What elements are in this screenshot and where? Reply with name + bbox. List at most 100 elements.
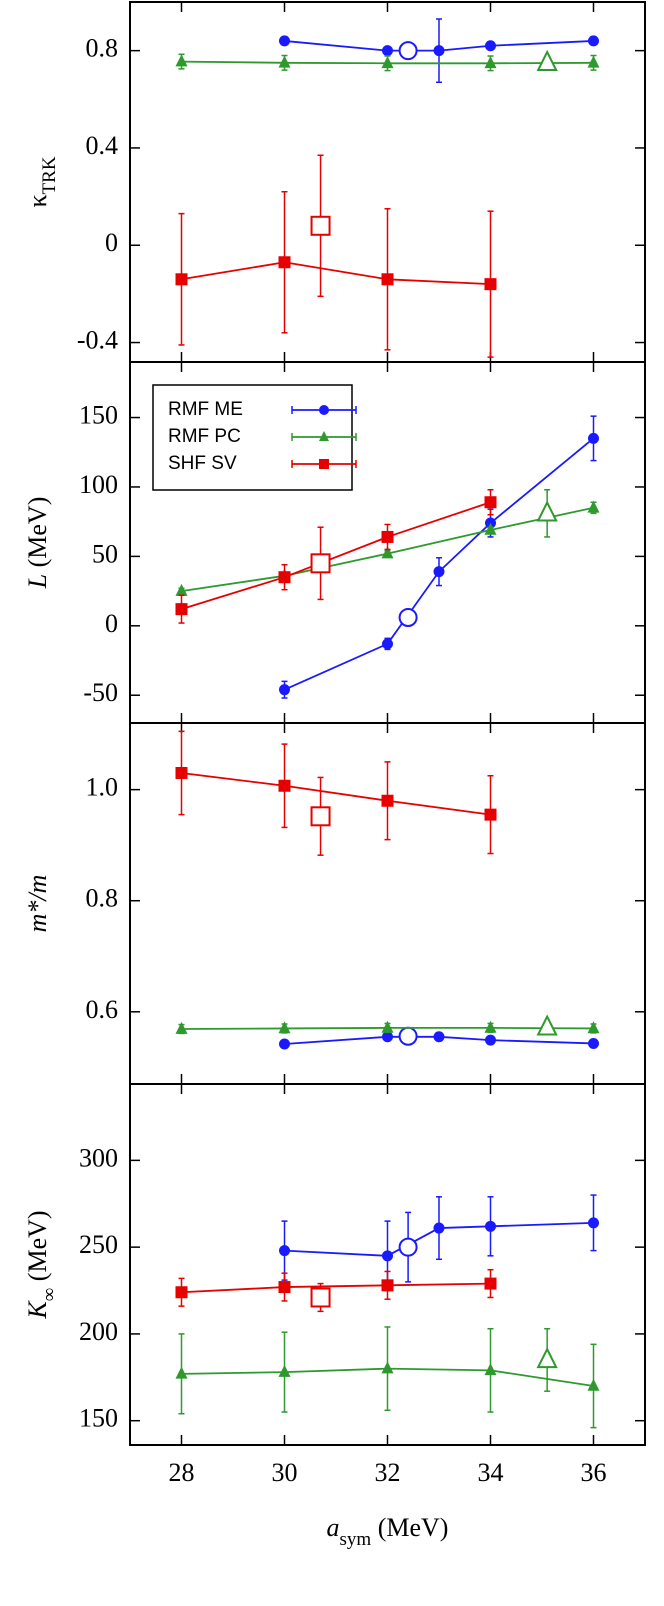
point xyxy=(381,273,394,286)
axis-label: m*/m xyxy=(23,875,52,933)
series-line xyxy=(181,772,491,816)
point xyxy=(175,766,188,779)
point xyxy=(310,553,331,574)
label-part: TRK xyxy=(39,156,60,194)
point xyxy=(381,56,394,69)
label-part: (MeV) xyxy=(23,497,52,574)
point xyxy=(484,522,497,535)
series-line xyxy=(181,501,491,611)
y-tick-label: 0.8 xyxy=(86,34,119,63)
y-tick-label: 150 xyxy=(79,1404,118,1433)
y-tick-label: 0 xyxy=(105,609,118,638)
point xyxy=(484,808,497,821)
label-part: K xyxy=(23,1300,52,1320)
point xyxy=(175,273,188,286)
point xyxy=(587,55,600,68)
point xyxy=(381,530,394,543)
point xyxy=(279,35,290,47)
label-part: m*/m xyxy=(23,875,52,933)
point xyxy=(319,459,329,469)
point xyxy=(278,1021,291,1034)
y-tick-label: -50 xyxy=(83,678,118,707)
axis-label: L (MeV) xyxy=(23,497,52,590)
label-part: (MeV) xyxy=(23,1210,52,1287)
point xyxy=(278,1281,291,1294)
point xyxy=(398,1237,418,1257)
label-part: L xyxy=(23,574,52,589)
point xyxy=(319,431,329,441)
point xyxy=(279,1245,290,1257)
point xyxy=(319,405,329,415)
y-tick-label: 150 xyxy=(79,401,118,430)
point xyxy=(588,1037,599,1049)
label-part: κ xyxy=(23,194,52,207)
axis-label: K∞ (MeV) xyxy=(23,1210,60,1319)
panel: -50 0 50 100 150 L (MeV) RMF ME RMF PC SHF SV xyxy=(23,361,646,724)
point xyxy=(484,1020,497,1033)
point xyxy=(587,1378,600,1391)
point xyxy=(485,40,496,52)
point xyxy=(175,1286,188,1299)
y-tick-label: 1.0 xyxy=(86,773,119,802)
legend-label: SHF SV xyxy=(168,453,237,474)
point xyxy=(175,54,188,67)
point xyxy=(382,1031,393,1043)
point xyxy=(433,1031,445,1043)
point xyxy=(175,583,188,596)
point xyxy=(381,1020,394,1033)
panel: 0.6 0.8 1.0 m*/m xyxy=(23,722,646,1085)
series-line xyxy=(181,1282,491,1294)
point xyxy=(433,1222,445,1234)
point xyxy=(536,500,558,522)
point xyxy=(278,571,291,584)
y-tick-label: -0.4 xyxy=(77,326,118,355)
legend: RMF ME RMF PC SHF SV xyxy=(152,384,357,491)
point xyxy=(588,432,599,444)
point xyxy=(279,684,290,696)
point xyxy=(398,1026,418,1046)
point xyxy=(485,1034,496,1046)
y-tick-label: 100 xyxy=(79,470,118,499)
point xyxy=(433,566,445,578)
y-tick-label: 0.6 xyxy=(86,995,119,1024)
y-tick-label: 300 xyxy=(79,1143,118,1172)
point xyxy=(278,55,291,68)
point xyxy=(382,638,393,650)
point xyxy=(398,607,418,627)
y-tick-label: 0.8 xyxy=(86,884,119,913)
point xyxy=(587,1021,600,1034)
point xyxy=(588,1217,599,1229)
point xyxy=(381,546,394,559)
point xyxy=(310,1287,331,1308)
y-tick-label: 0 xyxy=(105,228,118,257)
point xyxy=(536,49,558,72)
point xyxy=(588,35,599,47)
panel: -0.4 0 0.4 0.8 κTRK xyxy=(23,1,646,363)
legend-label: RMF PC xyxy=(168,426,241,447)
point xyxy=(382,45,393,57)
y-tick-label: 250 xyxy=(79,1230,118,1259)
point xyxy=(484,1277,497,1290)
point xyxy=(484,56,497,69)
point xyxy=(175,1021,188,1034)
point xyxy=(278,1364,291,1377)
point xyxy=(279,1038,290,1050)
axis-label: asym (MeV) xyxy=(327,1513,449,1550)
y-tick-label: 0.4 xyxy=(86,131,119,160)
point xyxy=(310,215,331,236)
point xyxy=(398,41,418,61)
point xyxy=(381,1279,394,1292)
point xyxy=(382,1250,393,1262)
point xyxy=(485,1220,496,1232)
point xyxy=(381,794,394,807)
point xyxy=(278,256,291,269)
x-tick-label: 34 xyxy=(478,1458,504,1487)
x-tick-label: 36 xyxy=(581,1458,607,1487)
series-line xyxy=(181,261,491,286)
label-part: sym xyxy=(340,1529,372,1550)
point xyxy=(310,806,331,827)
point xyxy=(381,1361,394,1374)
